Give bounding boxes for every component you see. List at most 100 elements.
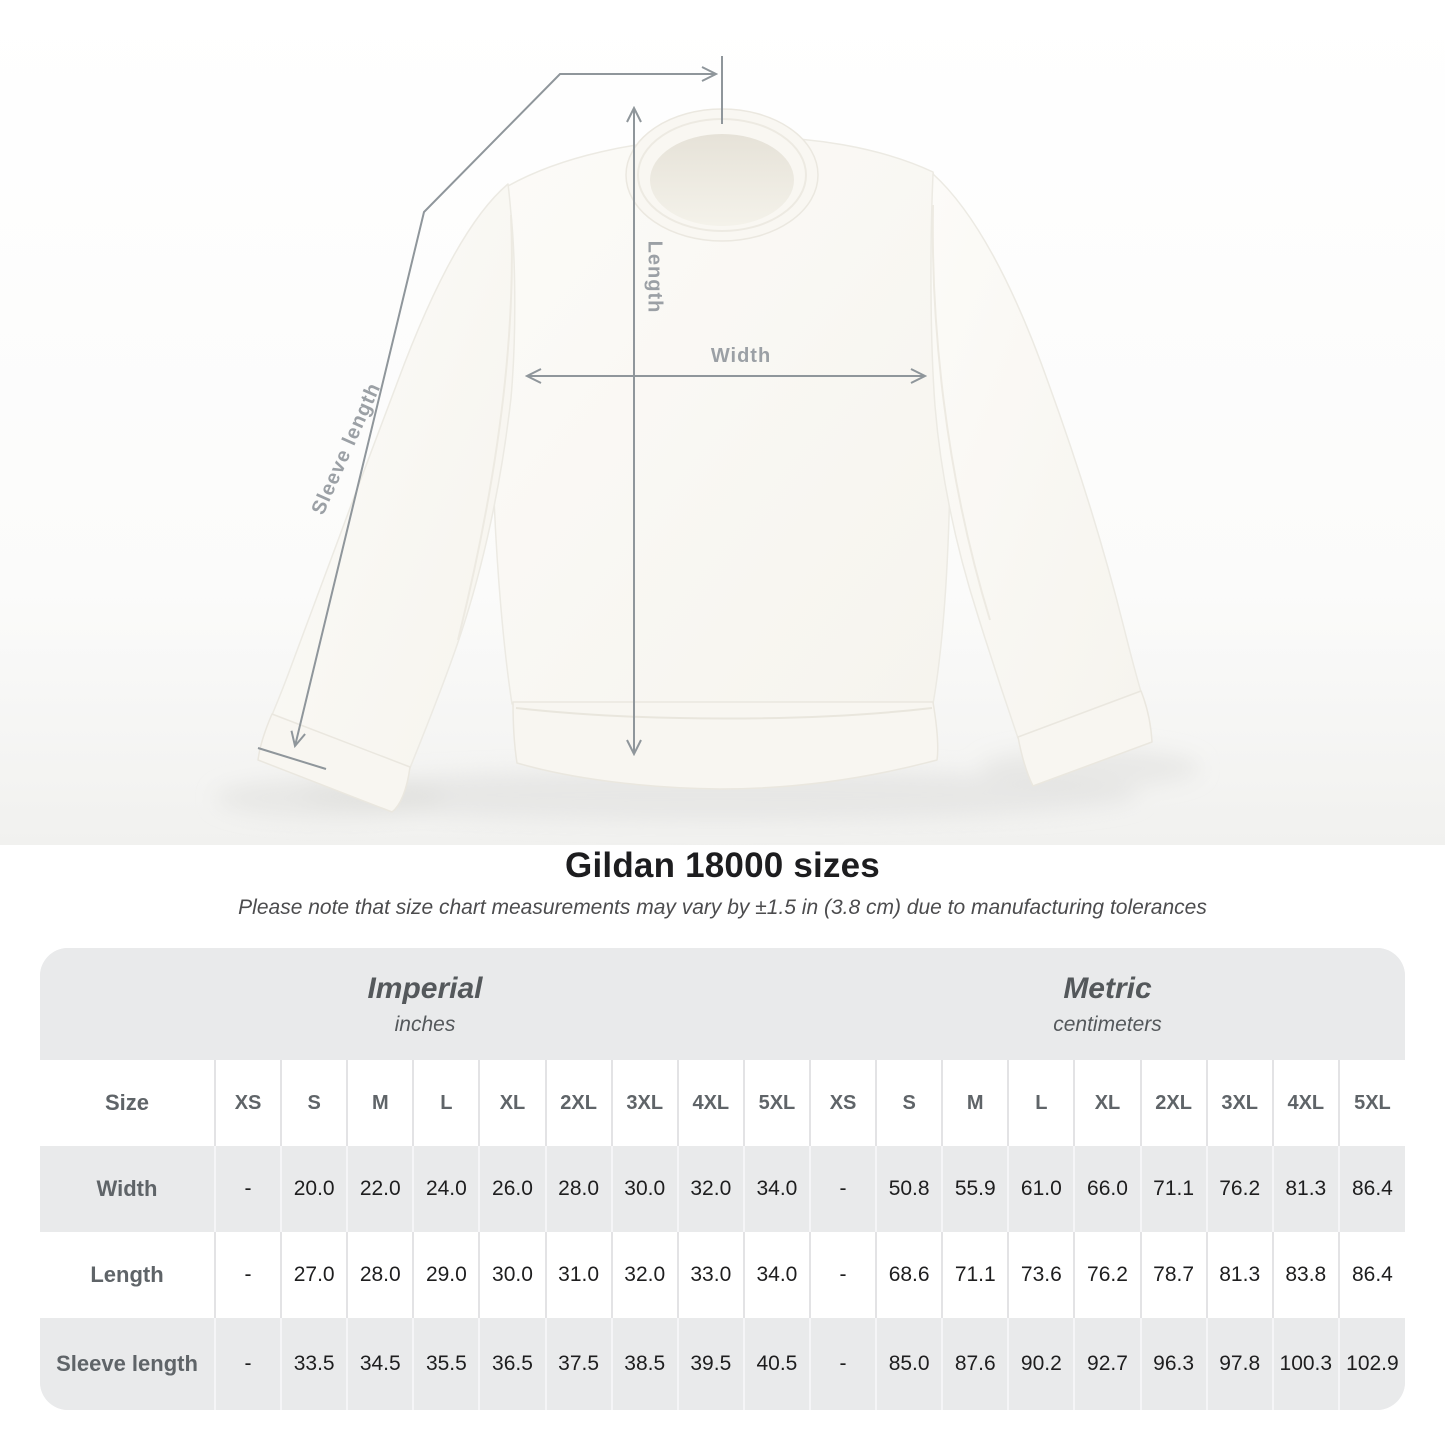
value-cell: - [213,1146,282,1232]
size-table: Imperial inches Metric centimeters Size … [40,948,1405,1410]
value-cell: 92.7 [1073,1318,1141,1410]
product-measurement-diagram: Length Width Sleeve length [0,0,1445,845]
value-cell: 102.9 [1337,1318,1405,1410]
size-header-row: Size XS S M L XL 2XL 3XL 4XL 5XL XS S M … [40,1060,1405,1146]
value-cell: 33.5 [280,1318,348,1410]
size-cell: M [941,1060,1009,1146]
value-cell: 35.5 [412,1318,480,1410]
value-cell: 39.5 [676,1318,744,1410]
size-column-header: Size [40,1060,215,1146]
size-cell: 3XL [610,1060,678,1146]
value-cell: 68.6 [875,1232,943,1318]
value-cell: 100.3 [1271,1318,1339,1410]
value-cell: 27.0 [280,1232,348,1318]
value-cell: 76.2 [1205,1146,1273,1232]
value-cell: - [808,1146,877,1232]
row-label-width: Width [40,1146,215,1232]
value-cell: 83.8 [1271,1232,1339,1318]
cuff-tick [257,747,327,770]
value-cell: 90.2 [1007,1318,1075,1410]
value-cell: 61.0 [1007,1146,1075,1232]
value-cell: 34.0 [742,1232,810,1318]
dimension-lines [257,56,925,770]
value-cell: 34.5 [346,1318,414,1410]
size-cell: 5XL [1337,1060,1405,1146]
value-cell: 20.0 [280,1146,348,1232]
size-cell: XL [478,1060,546,1146]
size-cell: XL [1073,1060,1141,1146]
value-cell: 87.6 [941,1318,1009,1410]
size-cell: 3XL [1205,1060,1273,1146]
metric-group-unit: centimeters [1053,1012,1162,1036]
imperial-group-header: Imperial inches [40,948,810,1060]
value-cell: 33.0 [676,1232,744,1318]
value-cell: - [808,1318,877,1410]
value-cell: 29.0 [412,1232,480,1318]
size-cell: S [875,1060,943,1146]
value-cell: 38.5 [610,1318,678,1410]
value-cell: 71.1 [1139,1146,1207,1232]
size-cell: L [412,1060,480,1146]
value-cell: 24.0 [412,1146,480,1232]
value-cell: 96.3 [1139,1318,1207,1410]
value-cell: 32.0 [610,1232,678,1318]
size-cell: 5XL [742,1060,810,1146]
size-cell: 4XL [1271,1060,1339,1146]
value-cell: 30.0 [478,1232,546,1318]
value-cell: 85.0 [875,1318,943,1410]
value-cell: - [213,1318,282,1410]
value-cell: 30.0 [610,1146,678,1232]
size-cell: 4XL [676,1060,744,1146]
value-cell: 97.8 [1205,1318,1273,1410]
value-cell: - [808,1232,877,1318]
value-cell: 66.0 [1073,1146,1141,1232]
value-cell: 32.0 [676,1146,744,1232]
metric-group-header: Metric centimeters [809,948,1405,1060]
size-cell: M [346,1060,414,1146]
metric-group-name: Metric [1063,971,1152,1005]
value-cell: 71.1 [941,1232,1009,1318]
tolerance-note: Please note that size chart measurements… [238,896,1207,919]
sleeve-length-arrow [295,74,716,746]
value-cell: 76.2 [1073,1232,1141,1318]
length-dimension-label: Length [644,241,666,314]
value-cell: 86.4 [1337,1146,1405,1232]
size-table-card: Imperial inches Metric centimeters Size … [40,948,1405,1410]
sweatshirt-collar [625,108,819,242]
value-cell: 36.5 [478,1318,546,1410]
value-cell: 55.9 [941,1146,1009,1232]
value-cell: 28.0 [346,1232,414,1318]
value-cell: 81.3 [1271,1146,1339,1232]
width-row: Width - 20.0 22.0 24.0 26.0 28.0 30.0 32… [40,1146,1405,1232]
size-cell: 2XL [544,1060,612,1146]
value-cell: 26.0 [478,1146,546,1232]
value-cell: 40.5 [742,1318,810,1410]
row-label-length: Length [40,1232,215,1318]
sweatshirt-diagram-canvas: Length Width Sleeve length [0,0,1445,845]
value-cell: 37.5 [544,1318,612,1410]
value-cell: 22.0 [346,1146,414,1232]
unit-group-header-row: Imperial inches Metric centimeters [40,948,1405,1060]
value-cell: 81.3 [1205,1232,1273,1318]
size-cell: S [280,1060,348,1146]
imperial-group-unit: inches [394,1012,456,1036]
value-cell: 73.6 [1007,1232,1075,1318]
size-cell: L [1007,1060,1075,1146]
size-cell: XS [808,1060,877,1146]
value-cell: 78.7 [1139,1232,1207,1318]
value-cell: 28.0 [544,1146,612,1232]
value-cell: 34.0 [742,1146,810,1232]
length-row: Length - 27.0 28.0 29.0 30.0 31.0 32.0 3… [40,1232,1405,1318]
value-cell: 86.4 [1337,1232,1405,1318]
size-cell: XS [213,1060,282,1146]
row-label-sleeve-length: Sleeve length [40,1318,215,1410]
sweatshirt-right-cuff [1017,690,1153,787]
sleeve-length-row: Sleeve length - 33.5 34.5 35.5 36.5 37.5… [40,1318,1405,1410]
value-cell: - [213,1232,282,1318]
size-cell: 2XL [1139,1060,1207,1146]
value-cell: 50.8 [875,1146,943,1232]
imperial-group-name: Imperial [367,971,483,1005]
value-cell: 31.0 [544,1232,612,1318]
page-title: Gildan 18000 sizes [565,846,880,885]
